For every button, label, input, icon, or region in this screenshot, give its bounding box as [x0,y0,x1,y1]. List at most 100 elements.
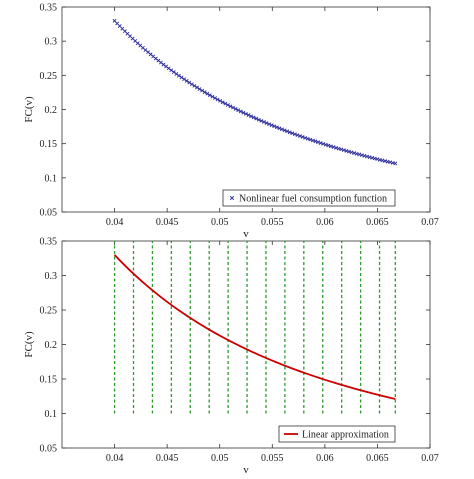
x-tick-label: 0.065 [366,217,389,228]
data-point [285,129,290,134]
data-point [341,148,346,153]
data-point [215,97,220,102]
y-tick-label: 0.15 [40,375,58,386]
legend-box [222,189,396,207]
data-point [177,73,181,78]
data-point [359,153,364,158]
data-point [331,145,336,149]
y-tick-label: 0.15 [40,139,58,150]
data-point [251,115,256,120]
y-tick-label: 0.2 [45,105,58,116]
data-point [192,83,197,88]
data-point [195,85,199,90]
y-tick-label: 0.2 [45,340,58,351]
data-point [290,131,295,136]
data-point [220,100,225,105]
data-point [377,157,382,162]
data-point [236,108,241,113]
data-point [277,126,282,131]
plot-frame [61,240,431,449]
top-chart: 0.04 0.045 0.05 0.055 0.06 0.065 0.07 0.05 0.1 0.… [23,3,439,241]
data-point [303,135,308,140]
data-point [372,156,377,161]
x-axis-label: v [243,228,249,240]
bottom-chart: 0.04 0.045 0.05 0.055 0.06 0.065 0.07 0.05 0.1 0.… [23,237,439,477]
data-point [184,78,189,83]
data-point [166,66,171,71]
data-point [187,80,192,85]
x-tick-label: 0.045 [156,453,179,464]
data-point [182,77,187,82]
y-axis-label: FC(v) [23,96,35,123]
x-tick-label: 0.05 [211,217,229,228]
data-point [280,127,284,132]
y-tick-label: 0.25 [40,71,58,82]
data-point [367,155,372,160]
data-point [336,146,341,151]
data-point [295,133,300,138]
data-point [233,106,238,111]
data-point [218,98,223,103]
x-tick-label: 0.055 [261,453,284,464]
y-tick-label: 0.3 [45,37,58,48]
data-point [241,110,246,115]
data-point [259,118,264,123]
data-point [171,70,176,75]
legend-marker [229,195,235,201]
y-tick-label: 0.3 [45,271,58,282]
y-tick-label: 0.05 [40,444,58,455]
x-tick-label: 0.06 [316,453,334,464]
data-point [305,136,310,141]
legend-label: Linear approximation [302,430,389,441]
data-point [313,139,318,144]
data-point [354,151,359,156]
data-point [246,113,251,118]
x-tick-label: 0.045 [156,217,179,228]
x-tick-label: 0.07 [421,453,439,464]
data-point [274,125,279,130]
data-point [169,68,174,73]
data-point [254,116,259,121]
y-tick-label: 0.25 [40,306,58,317]
data-point [292,132,297,137]
y-tick-label: 0.35 [40,237,58,248]
data-point [164,64,169,69]
data-point [207,93,212,98]
x-tick-label: 0.04 [106,453,124,464]
data-point [213,96,217,100]
y-axis-label: FC(v) [23,331,35,358]
data-point [318,141,323,145]
data-point [323,142,328,147]
x-tick-label: 0.06 [316,217,334,228]
data-point [205,91,210,96]
data-point [249,114,253,119]
data-point [375,157,380,162]
data-point [393,161,398,166]
data-point [334,145,338,150]
data-point [272,124,277,129]
data-point [357,152,362,157]
data-point [380,158,385,163]
y-tick-label: 0.05 [40,208,58,219]
data-point [262,120,266,124]
data-point [298,134,302,138]
data-point [344,148,349,153]
data-point [267,122,272,127]
data-point [339,147,344,152]
data-point [349,150,354,155]
data-point [282,128,287,133]
data-point [189,82,194,87]
x-axis-label: v [243,464,249,476]
data-point [310,138,315,143]
data-point [223,101,228,106]
data-point [300,135,305,139]
data-point [228,104,233,109]
data-point [347,149,351,154]
data-point [210,94,215,99]
data-point [269,123,274,128]
data-point [179,75,184,80]
data-point [202,90,207,95]
data-point [174,71,179,76]
data-point [238,109,243,114]
